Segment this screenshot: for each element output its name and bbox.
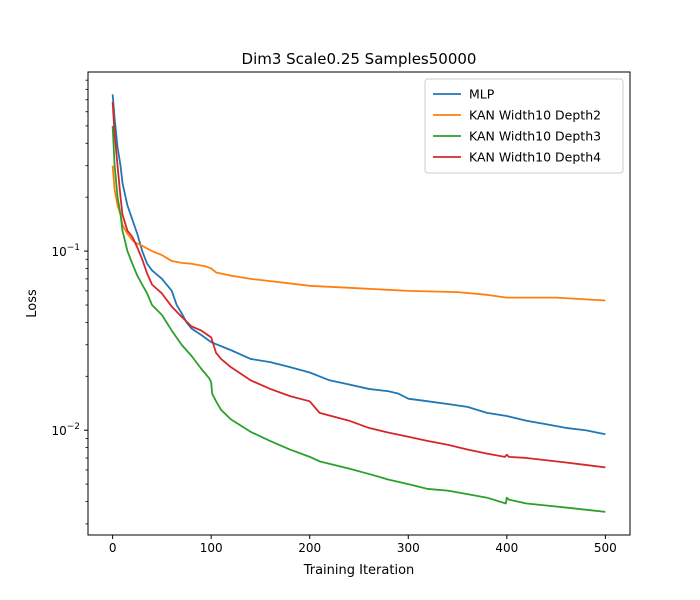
series-line-2	[111, 165, 606, 302]
legend-label: KAN Width10 Depth4	[469, 150, 601, 165]
x-tick-label: 400	[495, 541, 518, 555]
legend-label: KAN Width10 Depth2	[469, 108, 601, 123]
plot-frame	[87, 71, 631, 536]
x-tick-label: 200	[298, 541, 321, 555]
y-tick-label: 10−2	[51, 422, 80, 438]
x-axis-label: Training Iteration	[303, 563, 415, 578]
y-tick-label: 10−1	[51, 243, 80, 259]
chart-title: Dim3 Scale0.25 Samples50000	[242, 50, 477, 68]
series-line-1	[111, 94, 606, 436]
legend-label: KAN Width10 Depth3	[469, 129, 601, 144]
legend: MLP KAN Width10 Depth2 KAN Width10 Depth3 K…	[424, 78, 624, 174]
legend-box	[424, 78, 624, 174]
series-layer	[111, 94, 606, 513]
x-axis-ticks: 0 100 200 300 400 500	[109, 535, 617, 555]
x-tick-label: 500	[594, 541, 617, 555]
legend-label: MLP	[469, 87, 495, 102]
y-axis-label: Loss	[25, 289, 40, 318]
series-line-4	[111, 101, 606, 469]
series-line-3	[111, 125, 606, 513]
x-tick-label: 100	[200, 541, 223, 555]
x-tick-label: 0	[109, 541, 117, 555]
x-tick-label: 300	[397, 541, 420, 555]
